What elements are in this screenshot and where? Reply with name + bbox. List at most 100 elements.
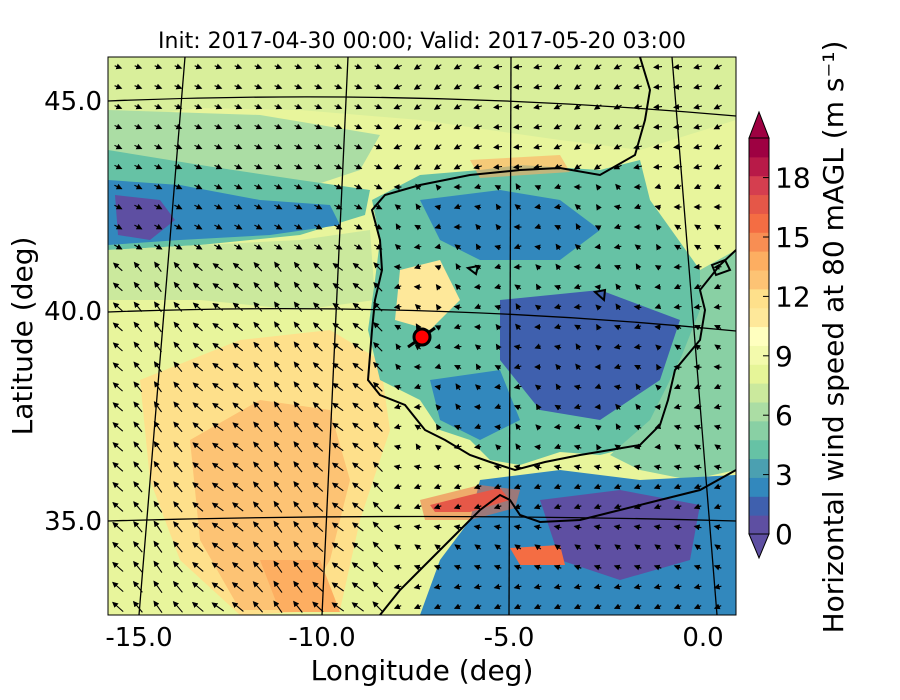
- wind-arrow: [693, 283, 702, 290]
- wind-arrow: [393, 483, 402, 490]
- wind-arrow: [513, 163, 523, 170]
- wind-arrow: [274, 301, 282, 313]
- wind-arrow: [373, 262, 383, 272]
- coastline-mallorca: [710, 258, 732, 277]
- wind-arrow: [173, 321, 183, 332]
- wind-arrow: [293, 301, 303, 313]
- wind-arrow: [334, 183, 343, 190]
- wind-arrow: [633, 424, 642, 431]
- wind-arrow: [513, 464, 522, 471]
- wind-arrow: [133, 521, 143, 533]
- wind-arrow: [653, 603, 662, 610]
- wind-arrow: [413, 583, 422, 590]
- wind-arrow: [573, 303, 582, 310]
- wind-arrow: [173, 381, 183, 393]
- wind-arrow: [635, 383, 642, 391]
- wind-arrow: [314, 223, 323, 230]
- wind-arrow: [513, 524, 522, 531]
- wind-arrow: [231, 601, 244, 612]
- wind-arrow: [714, 444, 722, 451]
- map-plot-area: [108, 57, 736, 615]
- wind-arrow: [312, 521, 324, 533]
- wind-arrow: [112, 482, 124, 492]
- wind-arrow: [473, 163, 482, 170]
- colorbar-band: [749, 439, 769, 460]
- wind-arrow: [555, 263, 562, 271]
- wind-arrow: [493, 564, 502, 571]
- wind-arrow: [173, 481, 183, 493]
- wind-arrow: [593, 123, 602, 130]
- wind-arrow: [133, 321, 143, 332]
- wind-arrow: [191, 581, 204, 592]
- wind-arrow: [214, 243, 223, 250]
- wind-arrow: [273, 560, 283, 573]
- wind-arrow: [714, 244, 722, 251]
- wind-arrow: [294, 203, 303, 210]
- wind-arrow: [613, 243, 622, 250]
- wind-arrow: [253, 281, 263, 292]
- wind-arrow: [153, 480, 163, 493]
- wind-arrow: [455, 403, 462, 411]
- wind-arrow: [713, 83, 722, 90]
- field-africa-jet: [510, 545, 565, 565]
- wind-arrow: [494, 365, 502, 371]
- wind-arrow: [114, 143, 123, 150]
- wind-arrow: [413, 564, 422, 571]
- wind-arrow: [613, 83, 622, 90]
- wind-arrow: [713, 524, 722, 531]
- wind-arrow: [374, 203, 383, 210]
- wind-arrow: [192, 302, 203, 312]
- colorbar-band: [749, 307, 769, 328]
- wind-arrow: [493, 464, 502, 471]
- wind-arrow: [112, 342, 123, 352]
- wind-arrow: [493, 83, 503, 90]
- wind-arrow: [693, 63, 703, 70]
- wind-arrow: [513, 83, 523, 90]
- site-marker: [407, 326, 436, 349]
- wind-arrow: [554, 225, 562, 231]
- wind-arrow: [574, 244, 582, 251]
- field-iberia-high: [395, 260, 460, 330]
- wind-arrow: [134, 103, 143, 110]
- wind-arrow: [351, 542, 364, 552]
- wind-arrow: [635, 263, 642, 271]
- wind-arrow: [433, 603, 442, 610]
- colorbar-band: [749, 326, 769, 346]
- wind-arrow: [351, 522, 364, 532]
- wind-arrow: [293, 401, 303, 413]
- colorbar-band: [749, 251, 769, 271]
- wind-arrow: [211, 522, 224, 532]
- wind-arrow: [656, 363, 662, 371]
- wind-arrow: [174, 183, 183, 190]
- wind-arrow: [192, 541, 204, 552]
- wind-arrow: [594, 263, 602, 270]
- wind-arrow: [173, 301, 183, 312]
- wind-arrow: [713, 364, 722, 371]
- wind-arrow: [293, 341, 303, 353]
- wind-arrow: [331, 542, 344, 552]
- wind-arrow: [393, 384, 402, 391]
- wind-arrow: [553, 203, 562, 210]
- wind-arrow: [134, 123, 143, 130]
- wind-arrow: [713, 324, 722, 331]
- wind-arrow: [613, 464, 622, 471]
- wind-arrow: [374, 223, 383, 230]
- wind-arrow: [312, 461, 324, 472]
- colorbar-band: [749, 383, 769, 403]
- wind-arrow: [351, 562, 364, 572]
- ytick-label-35: 35.0: [44, 507, 102, 537]
- wind-arrow: [493, 603, 502, 610]
- wind-arrow: [154, 63, 163, 70]
- wind-arrow: [232, 342, 244, 352]
- wind-arrow: [253, 301, 263, 312]
- wind-arrow: [693, 503, 702, 510]
- wind-arrow: [415, 443, 422, 451]
- wind-arrow: [674, 344, 682, 351]
- wind-arrow: [214, 143, 223, 150]
- wind-arrow: [593, 564, 602, 571]
- wind-arrow: [473, 443, 482, 450]
- wind-arrow: [495, 343, 502, 351]
- wind-arrow: [192, 482, 204, 492]
- wind-arrow: [673, 183, 682, 190]
- wind-arrow: [513, 503, 522, 510]
